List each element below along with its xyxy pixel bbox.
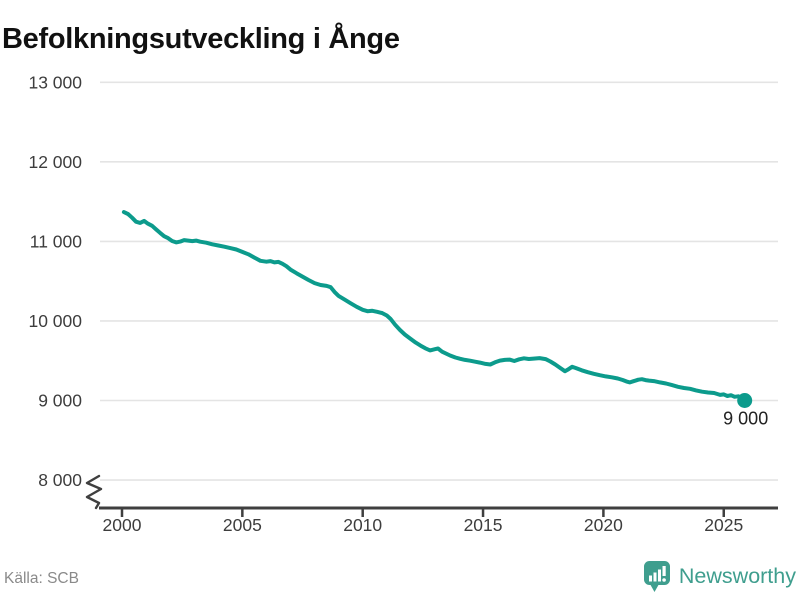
x-axis-labels: 2000 2005 2010 2015 2020 2025 xyxy=(103,515,744,535)
y-tick-label: 10 000 xyxy=(28,311,82,331)
x-tick-label: 2005 xyxy=(223,515,262,535)
newsworthy-wordmark: Newsworthy xyxy=(678,564,796,588)
x-tick-label: 2010 xyxy=(343,515,382,535)
y-tick-label: 9 000 xyxy=(38,391,82,411)
y-axis-labels: 13 000 12 000 11 000 10 000 9 000 8 000 xyxy=(28,72,82,490)
x-tick-label: 2025 xyxy=(704,515,743,535)
gridlines xyxy=(100,81,778,481)
end-point-dot xyxy=(737,393,753,408)
source-label: Källa: SCB xyxy=(4,570,79,587)
page-title: Befolkningsutveckling i Ånge xyxy=(2,23,400,56)
y-tick-label: 11 000 xyxy=(30,231,82,251)
x-tick-label: 2000 xyxy=(103,515,142,535)
x-axis xyxy=(99,506,778,517)
y-tick-label: 8 000 xyxy=(38,470,82,490)
x-tick-label: 2020 xyxy=(584,515,623,535)
end-value-label: 9 000 xyxy=(723,409,768,429)
y-tick-label: 13 000 xyxy=(28,72,82,92)
population-line xyxy=(121,210,747,403)
y-tick-label: 12 000 xyxy=(28,152,82,172)
x-tick-label: 2015 xyxy=(464,515,503,535)
newsworthy-bar-chart-bubble-icon xyxy=(643,561,670,592)
newsworthy-logo[interactable]: Newsworthy xyxy=(642,560,796,593)
axis-break-icon xyxy=(85,474,103,510)
